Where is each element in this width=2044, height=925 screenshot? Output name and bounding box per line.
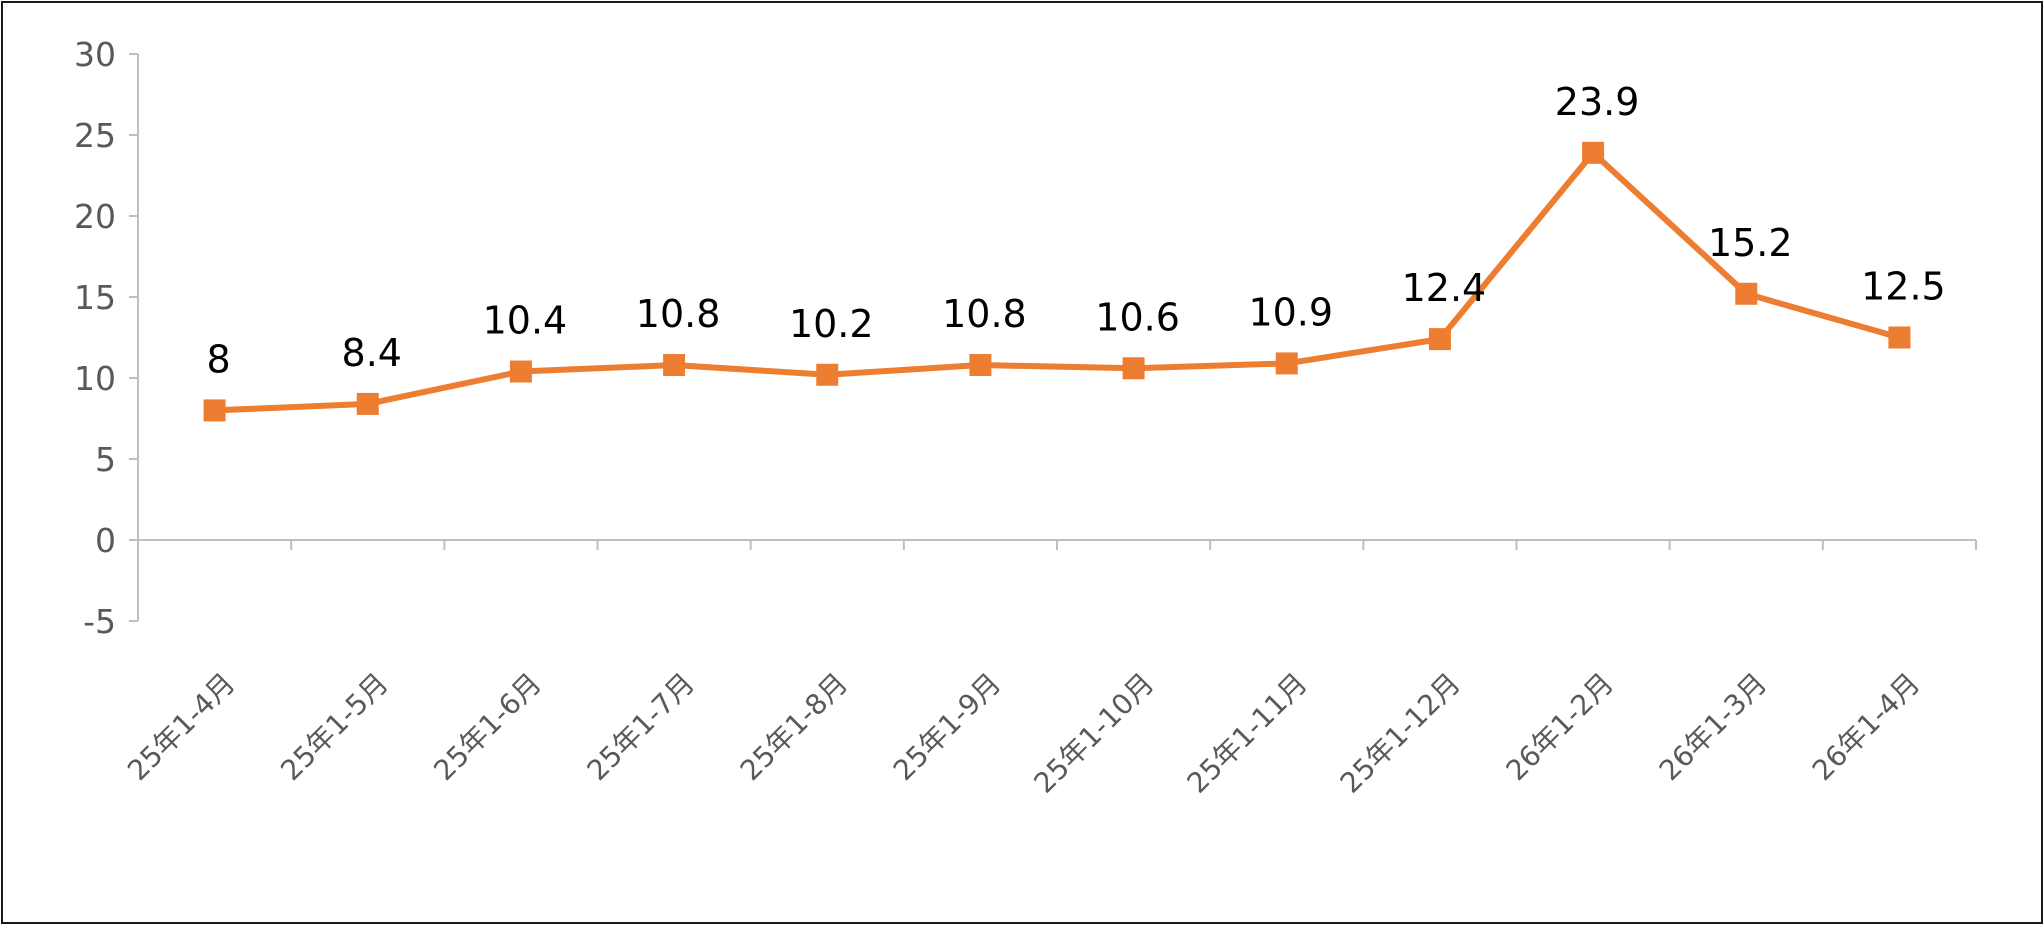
data-point-marker bbox=[356, 392, 379, 415]
data-point-marker bbox=[1888, 326, 1911, 349]
data-label: 12.5 bbox=[1861, 265, 1946, 309]
x-tick-label: 25年1-7月 bbox=[581, 667, 701, 787]
y-tick-label: 30 bbox=[74, 35, 116, 74]
data-label: 15.2 bbox=[1708, 221, 1793, 265]
data-point-marker bbox=[203, 399, 226, 422]
data-point-marker bbox=[816, 363, 839, 386]
x-tick-label: 25年1-9月 bbox=[887, 667, 1007, 787]
x-tick-label: 26年1-4月 bbox=[1806, 667, 1926, 787]
data-label: 8 bbox=[206, 337, 230, 381]
y-tick-label: 5 bbox=[95, 440, 116, 479]
y-tick-label: 0 bbox=[95, 521, 116, 560]
data-point-marker bbox=[1735, 282, 1758, 305]
data-label: 10.8 bbox=[942, 292, 1027, 336]
data-label: 12.4 bbox=[1402, 266, 1487, 310]
y-tick-label: 10 bbox=[74, 359, 116, 398]
data-label: 10.6 bbox=[1095, 295, 1180, 339]
data-label: 8.4 bbox=[342, 331, 402, 375]
x-tick-label: 25年1-6月 bbox=[427, 667, 547, 787]
data-labels: 8 8.4 10.4 10.8 10.2 10.8 10.6 10.9 12.4 23.9 15.2… bbox=[206, 80, 1945, 382]
y-tick-label: -5 bbox=[83, 602, 116, 641]
data-label: 10.9 bbox=[1248, 290, 1333, 334]
data-label: 10.8 bbox=[636, 292, 721, 336]
line-chart: 30 25 20 15 10 5 0 -5 8 8.4 10.4 10.8 10.2 10.8 10.6 1… bbox=[74, 35, 1977, 800]
x-tick-label: 25年1-11月 bbox=[1181, 667, 1314, 800]
y-axis: 30 25 20 15 10 5 0 -5 bbox=[74, 35, 139, 641]
data-point-marker bbox=[1428, 328, 1451, 351]
y-tick-label: 20 bbox=[74, 197, 116, 236]
data-point-marker bbox=[969, 354, 992, 377]
y-tick-label: 15 bbox=[74, 278, 116, 317]
data-label: 10.4 bbox=[483, 299, 568, 343]
series-group bbox=[203, 141, 1911, 422]
x-tick-label: 25年1-10月 bbox=[1027, 667, 1160, 800]
data-point-marker bbox=[1122, 357, 1145, 380]
x-tick-labels: 25年1-4月 25年1-5月 25年1-6月 25年1-7月 25年1-8月 25年1-… bbox=[121, 667, 1926, 800]
data-label: 23.9 bbox=[1555, 80, 1640, 124]
data-point-marker bbox=[1275, 352, 1298, 375]
x-tick-label: 25年1-4月 bbox=[121, 667, 241, 787]
data-point-marker bbox=[509, 360, 532, 383]
x-tick-label: 26年1-2月 bbox=[1500, 667, 1620, 787]
y-tick-label: 25 bbox=[74, 116, 116, 155]
data-point-marker bbox=[1582, 141, 1605, 164]
data-point-marker bbox=[663, 354, 686, 377]
data-label: 10.2 bbox=[789, 302, 874, 346]
x-tick-label: 25年1-12月 bbox=[1334, 667, 1467, 800]
x-tick-label: 25年1-8月 bbox=[734, 667, 854, 787]
series-line bbox=[214, 149, 1901, 414]
x-tick-label: 25年1-5月 bbox=[274, 667, 394, 787]
x-axis bbox=[137, 539, 1977, 550]
x-tick-label: 26年1-3月 bbox=[1653, 667, 1773, 787]
